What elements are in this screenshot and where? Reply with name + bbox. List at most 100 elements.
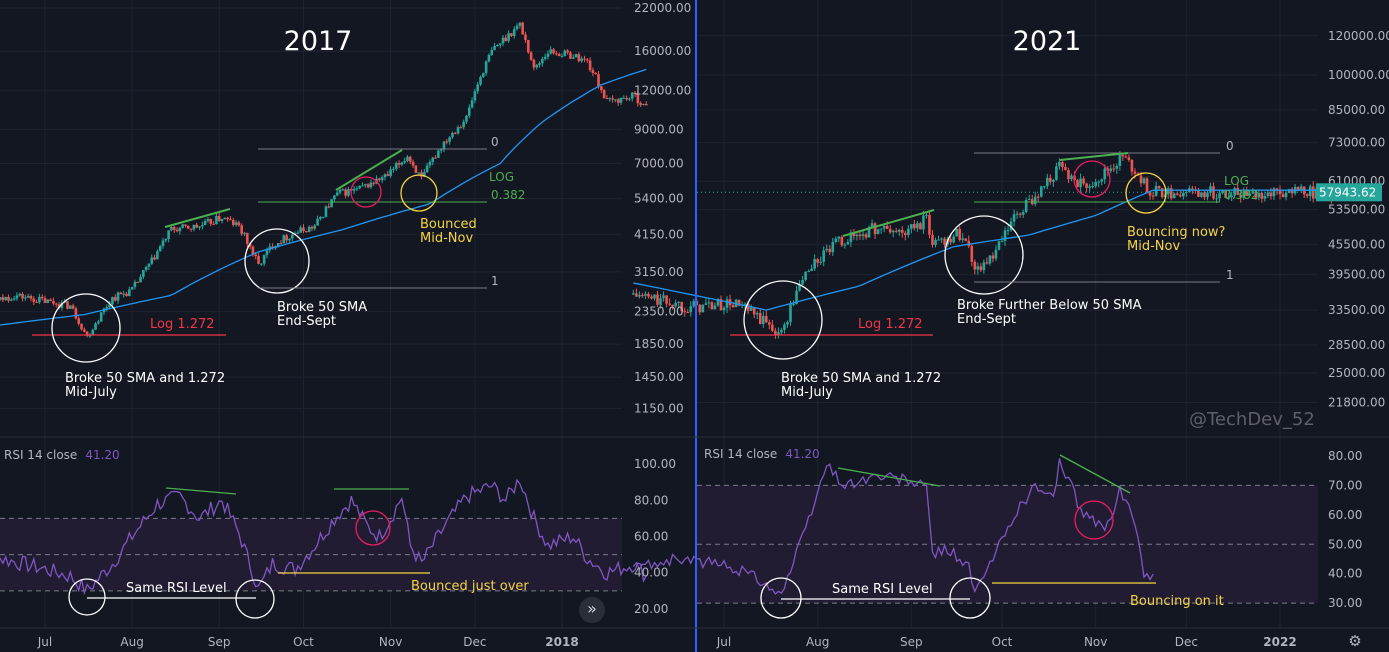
right-candle-body bbox=[894, 230, 898, 232]
right-candle-body bbox=[1112, 168, 1116, 170]
left-candle-body bbox=[111, 297, 114, 305]
right-candle-body bbox=[1088, 186, 1091, 188]
right-rsi-tick-label: 70.00 bbox=[1328, 478, 1362, 492]
right-candle-body bbox=[1296, 187, 1300, 191]
left-candle-body bbox=[636, 94, 640, 104]
left-candle-body bbox=[175, 229, 179, 232]
right-candle-body bbox=[1145, 178, 1149, 193]
left-candle-body bbox=[198, 226, 201, 228]
right-candle-body bbox=[828, 248, 832, 253]
right-candle-body bbox=[1172, 193, 1176, 199]
left-candle-body bbox=[234, 222, 238, 225]
right-time-tick-label: Nov bbox=[1084, 635, 1107, 649]
left-candle-body bbox=[445, 141, 449, 143]
right-candle-body bbox=[755, 313, 759, 315]
right-rsi-bouncing-label: Bouncing on it bbox=[1130, 594, 1224, 609]
left-candle-body bbox=[313, 225, 317, 229]
right-note2-line2: End-Sept bbox=[957, 312, 1016, 327]
right-candle-body bbox=[1175, 193, 1179, 195]
right-candle-body bbox=[1130, 160, 1134, 172]
left-candle-body bbox=[307, 226, 311, 233]
left-candle-body bbox=[642, 103, 645, 105]
right-candle-body bbox=[1299, 186, 1303, 191]
left-price-tick-label: 2350.00 bbox=[634, 305, 684, 319]
right-candle-body bbox=[1012, 214, 1016, 222]
left-candle-body bbox=[38, 296, 41, 303]
right-time-tick-label: Oct bbox=[992, 635, 1013, 649]
left-fib-1-label: 1 bbox=[491, 274, 499, 288]
right-candle-body bbox=[777, 332, 780, 336]
right-note3-line1: Bouncing now? bbox=[1127, 225, 1225, 240]
right-price-tick-label: 85000.00 bbox=[1328, 103, 1385, 117]
right-candle-body bbox=[716, 299, 720, 306]
right-candle-body bbox=[731, 305, 735, 308]
left-candle-body bbox=[630, 92, 634, 99]
left-candle-body bbox=[344, 189, 347, 196]
left-candle-body bbox=[476, 84, 480, 92]
left-candle-body bbox=[130, 287, 134, 290]
left-rsi-same-label: Same RSI Level bbox=[126, 581, 227, 596]
right-candle-body bbox=[704, 303, 708, 305]
left-candle-body bbox=[167, 230, 170, 240]
left-rsi-bounced-label: Bounced just over bbox=[411, 579, 529, 594]
right-candle-body bbox=[1239, 194, 1243, 198]
chart-settings-button[interactable]: ⚙ bbox=[1346, 632, 1364, 650]
right-candle-body bbox=[1127, 157, 1131, 161]
left-candle-body bbox=[24, 297, 27, 299]
left-candle-body bbox=[605, 98, 609, 100]
left-candle-body bbox=[571, 57, 575, 59]
gear-icon: ⚙ bbox=[1348, 632, 1362, 650]
left-candle-body bbox=[518, 22, 522, 26]
left-candle-body bbox=[7, 296, 10, 301]
right-time-tick-label: Sep bbox=[900, 635, 923, 649]
left-candle-body bbox=[394, 163, 398, 169]
right-candle-body bbox=[713, 305, 717, 310]
right-candle-body bbox=[686, 312, 690, 314]
left-time-tick-label: Jul bbox=[37, 635, 52, 649]
right-candle-body bbox=[1046, 177, 1049, 187]
left-circle-midjuly bbox=[51, 293, 121, 363]
right-candle-body bbox=[925, 214, 928, 216]
left-candle-body bbox=[54, 303, 58, 305]
left-candle-body bbox=[240, 225, 243, 234]
left-candle-body bbox=[32, 298, 36, 302]
left-candle-body bbox=[482, 73, 485, 77]
right-price-tick-label: 73000.00 bbox=[1328, 136, 1385, 150]
right-candle-body bbox=[1018, 213, 1022, 215]
left-candle-body bbox=[189, 228, 193, 230]
right-candle-body bbox=[1118, 155, 1122, 166]
right-price-tick-label: 39500.00 bbox=[1328, 268, 1385, 282]
right-note2-line1: Broke Further Below 50 SMA bbox=[957, 298, 1142, 313]
left-candle-body bbox=[498, 43, 502, 46]
left-candle-body bbox=[493, 46, 496, 50]
left-price-tick-label: 4150.00 bbox=[634, 227, 684, 241]
right-rsi-green-line-2 bbox=[1059, 454, 1131, 494]
right-candle-body bbox=[807, 271, 810, 273]
left-candle-body bbox=[4, 296, 7, 301]
right-candle-body bbox=[973, 261, 977, 270]
left-candle-body bbox=[552, 49, 555, 54]
left-candle-body bbox=[305, 231, 308, 233]
left-fib-log-label: LOG bbox=[489, 170, 514, 184]
left-rsi-title: RSI 14 close bbox=[4, 448, 77, 462]
scroll-to-realtime-button[interactable]: » bbox=[579, 597, 605, 623]
right-candle-body bbox=[1305, 194, 1309, 197]
right-candle-body bbox=[722, 307, 726, 311]
right-candle-body bbox=[855, 234, 859, 237]
right-candle-body bbox=[1052, 179, 1055, 182]
left-candle-body bbox=[555, 53, 558, 55]
right-candle-body bbox=[961, 238, 965, 240]
left-candle-body bbox=[597, 74, 600, 87]
left-candle-body bbox=[203, 221, 207, 226]
left-candle-body bbox=[569, 52, 572, 59]
left-candle-body bbox=[68, 305, 72, 309]
right-candle-body bbox=[1033, 196, 1037, 205]
left-candle-body bbox=[85, 331, 89, 336]
right-candle-body bbox=[768, 322, 771, 325]
right-candle-body bbox=[955, 228, 958, 237]
left-candle-body bbox=[425, 165, 429, 173]
left-candle-body bbox=[142, 270, 145, 277]
left-candle-body bbox=[184, 224, 187, 226]
right-candle-body bbox=[991, 255, 995, 259]
right-candle-body bbox=[1227, 197, 1230, 199]
